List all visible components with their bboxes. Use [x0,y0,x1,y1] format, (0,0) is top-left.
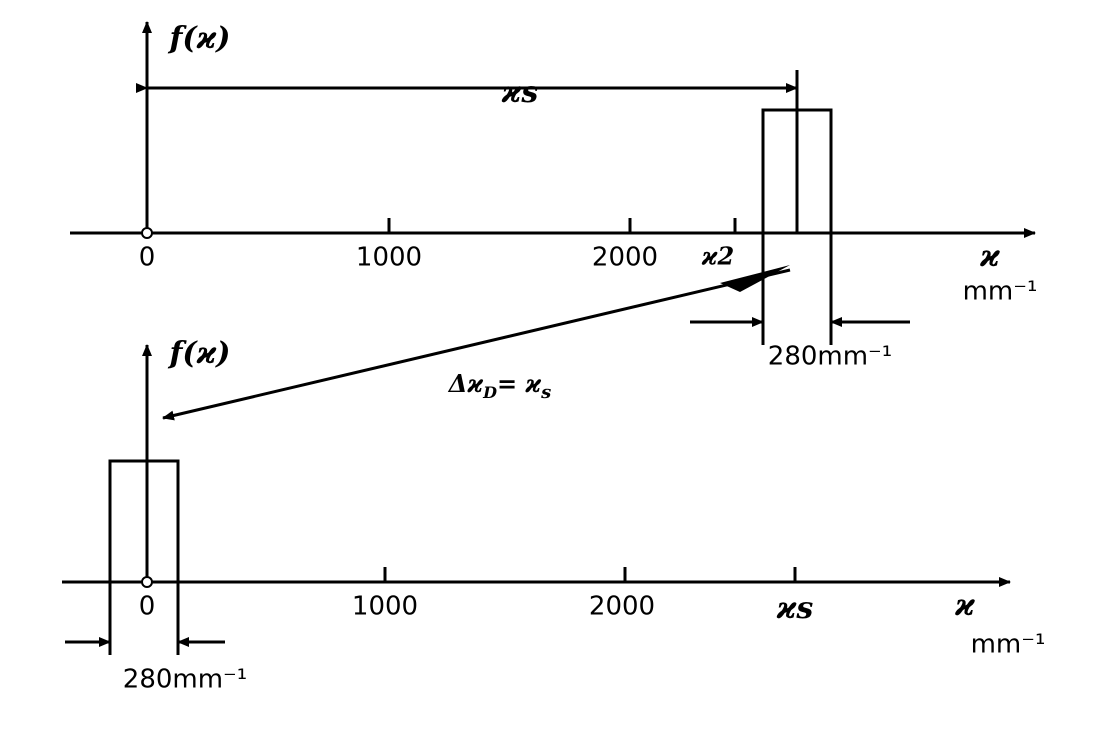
shift-arrow-group: ΔϰD= ϰs [162,265,791,421]
unit: mm⁻¹ [971,630,1046,660]
shift-arrow [162,268,791,421]
x-label: ϰ [954,588,976,623]
tick-label: 1000 [352,592,418,622]
span-label: ϰs [501,75,539,110]
x-label: ϰ [979,239,1001,274]
origin [141,227,153,239]
bottom-plot: f(ϰ) 0 1000 2000 ϰs ϰ mm⁻¹ 280mm⁻¹ [62,336,1045,695]
spectrum-band [108,459,180,582]
tick-label: 2000 [589,592,655,622]
origin [141,576,153,588]
label-sub: D [482,383,497,402]
width-label: 280mm⁻¹ [768,342,892,372]
marker-label: ϰs [776,591,814,626]
shift-label: ΔϰD= ϰs [448,369,552,404]
label-part: Δϰ [448,369,485,398]
y-label: f(ϰ) [168,336,231,371]
tick-label: 0 [139,243,156,273]
y-label: f(ϰ) [168,21,231,56]
marker-label: ϰ2 [701,242,734,271]
arrow-tail [720,265,790,292]
tick-label: 1000 [356,243,422,273]
width-label: 280mm⁻¹ [123,665,247,695]
label-part: = ϰ [497,369,542,398]
tick-label: 0 [139,592,156,622]
unit: mm⁻¹ [963,277,1038,307]
tick-label: 2000 [592,243,658,273]
top-plot: f(ϰ) ϰs 0 1000 2000 ϰ2 ϰ mm⁻¹ 280mm⁻¹ [70,21,1037,372]
label-sub: s [540,382,551,403]
